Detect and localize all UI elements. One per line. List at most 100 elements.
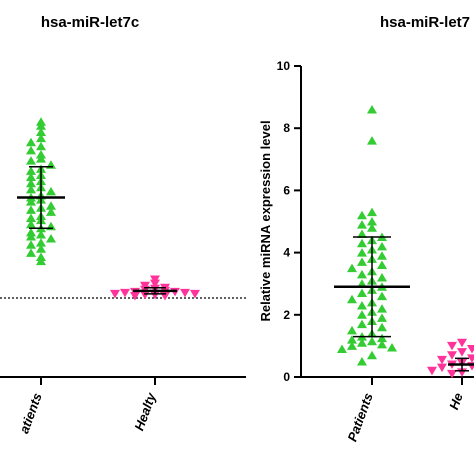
data-point: [26, 145, 36, 155]
data-point: [427, 366, 437, 376]
data-point: [347, 341, 357, 350]
data-point: [357, 288, 367, 298]
data-point: [377, 304, 387, 313]
data-point: [367, 207, 377, 217]
data-point: [377, 291, 387, 301]
y-tick-label: 8: [283, 121, 290, 135]
data-point: [357, 248, 367, 257]
data-point: [26, 184, 36, 194]
right-summary-bars: [334, 236, 474, 372]
data-point: [377, 260, 387, 270]
y-axis-label: Relative miRNA expression level: [258, 120, 273, 321]
data-point: [26, 156, 36, 165]
data-point: [437, 363, 447, 373]
data-point: [46, 186, 56, 196]
left-category-label-patients: atients: [16, 391, 44, 436]
data-point: [367, 336, 377, 346]
data-point: [377, 251, 387, 260]
data-point: [367, 105, 377, 114]
data-point: [26, 178, 36, 188]
right-category-label-patients: Patients: [344, 391, 375, 444]
data-point: [367, 223, 377, 232]
data-point: [377, 322, 387, 332]
y-tick-label: 10: [277, 59, 291, 73]
data-point: [26, 197, 36, 206]
data-point: [357, 300, 367, 310]
data-point: [377, 272, 387, 282]
data-point: [367, 350, 377, 360]
data-point: [447, 351, 457, 360]
right-y-ticks: 0 2 4 6 8 10: [277, 59, 301, 384]
data-point: [447, 369, 457, 379]
data-point: [26, 205, 36, 214]
data-point: [36, 229, 46, 239]
data-point: [357, 210, 367, 220]
data-point: [46, 201, 56, 210]
left-panel: hsa-miR-let7c atients Healty: [0, 14, 246, 435]
right-category-label-healthy: He: [446, 391, 466, 412]
data-point: [357, 319, 367, 329]
data-point: [377, 333, 387, 343]
data-point: [377, 313, 387, 322]
data-point: [26, 248, 36, 257]
y-tick-label: 4: [283, 246, 290, 260]
data-point: [26, 240, 36, 249]
right-points: [337, 105, 474, 379]
data-point: [36, 127, 46, 136]
data-point: [180, 288, 190, 298]
data-point: [36, 133, 46, 143]
data-point: [26, 213, 36, 223]
data-point: [437, 355, 447, 365]
data-point: [110, 289, 120, 299]
y-tick-label: 0: [283, 370, 290, 384]
data-point: [26, 232, 36, 241]
data-point: [357, 238, 367, 248]
left-points: [26, 117, 200, 301]
data-point: [357, 338, 367, 347]
data-point: [367, 136, 377, 145]
data-point: [190, 289, 200, 299]
data-point: [347, 263, 357, 273]
data-point: [357, 356, 367, 366]
data-point: [36, 256, 46, 266]
y-tick-label: 2: [283, 308, 290, 322]
data-point: [447, 341, 457, 351]
data-point: [150, 290, 160, 300]
data-point: [26, 166, 36, 175]
data-point: [357, 269, 367, 279]
left-category-label-healty: Healty: [131, 390, 159, 433]
data-point: [457, 348, 467, 357]
data-point: [26, 172, 36, 182]
data-point: [347, 294, 357, 304]
data-point: [387, 342, 397, 352]
data-point: [357, 257, 367, 266]
data-point: [457, 338, 467, 348]
data-point: [36, 121, 46, 130]
data-point: [130, 291, 140, 301]
data-point: [26, 137, 36, 147]
right-panel: hsa-miR-let7 Relative miRNA expression l…: [258, 14, 474, 444]
data-point: [347, 335, 357, 344]
data-point: [347, 325, 357, 335]
data-point: [26, 219, 36, 229]
data-point: [367, 217, 377, 226]
data-point: [467, 345, 474, 354]
data-point: [36, 141, 46, 151]
data-point: [467, 354, 474, 363]
y-tick-label: 6: [283, 183, 290, 197]
data-point: [170, 287, 180, 297]
data-point: [377, 241, 387, 251]
data-point: [150, 279, 160, 289]
data-point: [36, 154, 46, 163]
left-summary-bars: [17, 166, 177, 295]
left-chart-title: hsa-miR-let7c: [41, 14, 139, 31]
data-point: [337, 344, 347, 354]
data-point: [120, 288, 130, 298]
data-point: [46, 234, 56, 243]
right-chart-title: hsa-miR-let7: [380, 14, 470, 31]
data-point: [377, 339, 387, 349]
data-point: [46, 207, 56, 216]
data-point: [140, 290, 150, 300]
data-point: [357, 310, 367, 319]
